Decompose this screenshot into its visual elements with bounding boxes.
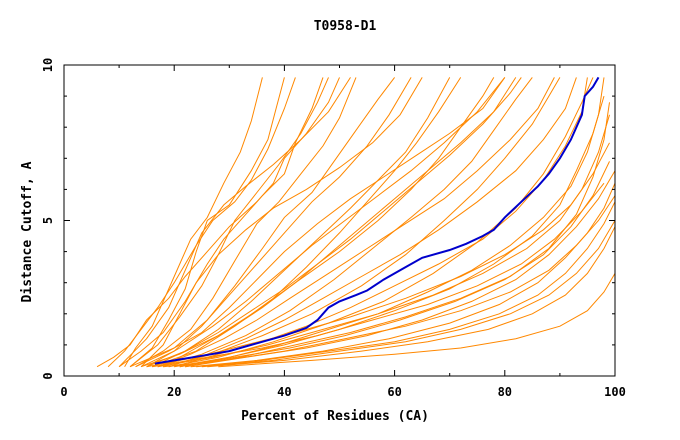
series-line-33 (162, 77, 517, 368)
x-tick-label: 100 (604, 385, 626, 399)
series-line-14 (168, 77, 594, 368)
series-line-34 (185, 102, 610, 368)
series-line-13 (129, 77, 395, 368)
series-line-35 (201, 220, 616, 368)
chart-title: T0958-D1 (314, 19, 377, 34)
series-line-23 (196, 201, 616, 368)
series-line-28 (168, 77, 577, 368)
series-line-37 (151, 77, 522, 368)
x-tick-label: 80 (498, 385, 512, 399)
x-tick-label: 20 (167, 385, 181, 399)
series-line-8 (146, 77, 451, 368)
series-line-32 (146, 77, 506, 368)
series-line-29 (118, 77, 351, 368)
y-axis-label: Distance Cutoff, A (20, 161, 35, 302)
series-line-15 (174, 95, 605, 368)
series-line-36 (129, 77, 329, 368)
tick-layer: 0 20 40 60 80 100 0 5 10 (41, 58, 626, 399)
series-line-17 (146, 142, 610, 368)
series-line-25 (218, 273, 616, 368)
series-layer (96, 76, 616, 368)
series-line-30 (140, 77, 423, 368)
highlight-series-line (154, 76, 600, 365)
y-tick-label: 10 (41, 58, 55, 72)
series-line-18 (179, 161, 610, 368)
x-axis-label: Percent of Residues (CA) (241, 409, 429, 424)
x-tick-label: 60 (387, 385, 401, 399)
series-line-5 (124, 77, 263, 367)
series-line-7 (140, 77, 412, 368)
series-line-24 (207, 226, 616, 368)
series-line-9 (152, 77, 462, 368)
y-tick-label: 0 (41, 372, 55, 379)
series-line-21 (190, 182, 616, 368)
series-line-12 (163, 77, 561, 368)
x-tick-label: 40 (277, 385, 291, 399)
series-line-38 (179, 77, 605, 368)
series-line-4 (129, 77, 285, 368)
series-line-27 (157, 77, 555, 368)
x-tick-label: 0 (60, 385, 67, 399)
series-line-26 (135, 77, 506, 368)
series-line-6 (135, 77, 357, 368)
series-line-16 (157, 114, 610, 368)
series-line-2 (107, 77, 296, 368)
y-tick-label: 5 (41, 217, 55, 224)
